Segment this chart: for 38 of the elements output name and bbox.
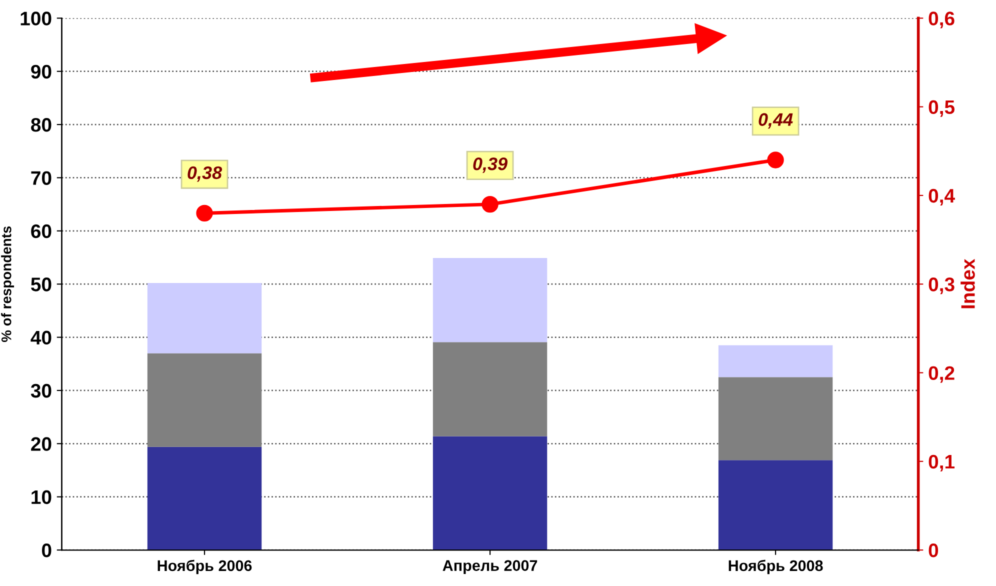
data-label: 0,39 <box>473 157 508 173</box>
y-tick-label: 90 <box>31 64 52 79</box>
y2-tick-label: 0,6 <box>928 12 954 28</box>
bar <box>147 353 262 447</box>
y-axis-title: % of respondents <box>1 226 14 342</box>
y-tick-label: 20 <box>31 437 52 451</box>
y2-tick-label: 0,1 <box>928 454 955 472</box>
bar <box>718 345 833 378</box>
y2-axis-title: Index <box>960 258 975 308</box>
bar <box>432 342 548 436</box>
y-tick-label: 70 <box>31 171 52 185</box>
data-label: 0,38 <box>188 166 222 182</box>
point <box>482 196 498 213</box>
y2-tick-label: 0,2 <box>928 366 954 383</box>
y-tick-label: 100 <box>20 12 52 26</box>
data-label: 0,44 <box>758 113 793 129</box>
y2-tick-label: 0,4 <box>928 188 955 206</box>
y2-tick-label: 0,3 <box>928 278 954 294</box>
x-tick-label: Ноябрь 2008 <box>728 560 823 574</box>
x-tick-label: Ноябрь 2006 <box>158 560 252 574</box>
y-tick-label: 80 <box>31 118 52 132</box>
x-tick-label: Апрель 2007 <box>442 560 538 574</box>
y-tick-label: 0 <box>42 543 52 558</box>
bar <box>718 377 833 460</box>
bar <box>147 446 262 550</box>
point <box>196 204 213 222</box>
y2-tick-label: 0,5 <box>928 100 955 117</box>
bar <box>718 460 833 550</box>
bar <box>432 258 548 342</box>
y-tick-label: 60 <box>31 224 52 238</box>
bar <box>147 283 262 354</box>
y-tick-label: 50 <box>31 278 52 292</box>
y-tick-label: 10 <box>32 490 52 504</box>
y2-tick-label: 0 <box>928 543 938 558</box>
point <box>767 152 784 168</box>
y-tick-label: 30 <box>30 384 52 398</box>
y-tick-label: 40 <box>30 330 52 345</box>
bar <box>432 436 548 550</box>
